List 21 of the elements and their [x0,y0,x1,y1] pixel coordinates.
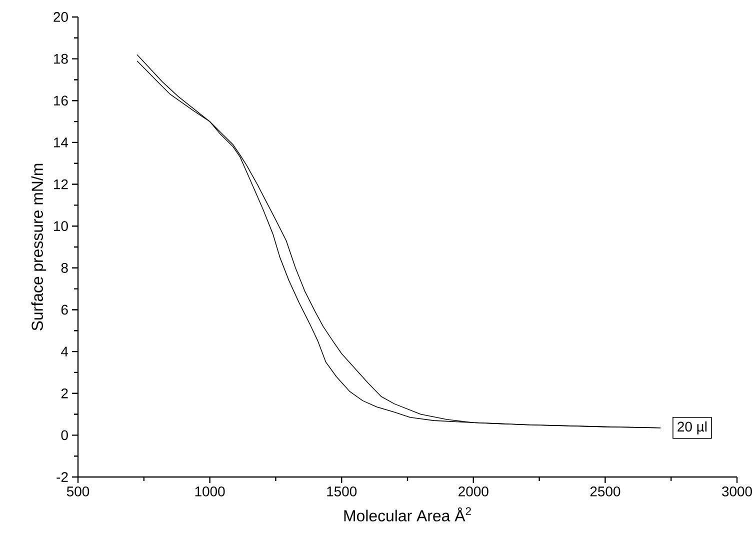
y-tick-label: 16 [54,96,68,106]
series-label: 20 µl [678,421,707,434]
y-tick-label: 2 [61,388,68,398]
x-tick-label: 2000 [458,486,488,496]
x-tick-label: 1000 [195,486,225,496]
y-tick-label: -2 [56,472,68,482]
x-axis-title: Molecular Area Å$^{2}$ [344,507,471,522]
y-axis-title: Surface pressure mN/m [31,164,46,330]
y-tick-label: 0 [61,430,68,440]
x-tick-label: 500 [66,486,90,496]
y-tick-label: 8 [61,262,68,273]
x-tick-label: 1500 [327,486,357,496]
y-tick-label: 20 [54,12,68,22]
y-tick-label: 6 [61,304,68,315]
y-tick-label: 14 [54,138,68,148]
y-tick-label: 10 [54,221,68,232]
x-tick-label: 3000 [722,486,752,496]
x-tick-label: 2500 [590,486,620,496]
y-tick-label: 4 [61,346,68,356]
y-tick-label: 12 [54,179,68,190]
y-tick-label: 18 [54,54,68,64]
